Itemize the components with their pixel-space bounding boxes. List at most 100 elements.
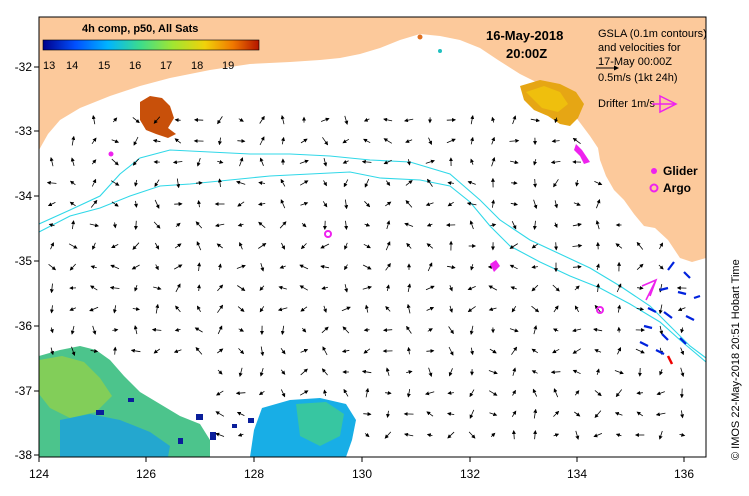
velocity-arrow <box>69 307 77 311</box>
velocity-arrow <box>404 432 414 437</box>
velocity-arrow <box>49 157 54 167</box>
velocity-arrow <box>383 328 393 333</box>
velocity-arrow <box>217 284 224 292</box>
velocity-arrow <box>260 262 265 272</box>
plot-frame <box>38 16 707 458</box>
velocity-arrow <box>299 180 309 186</box>
colorbar-tick: 15 <box>98 60 110 72</box>
velocity-arrow <box>428 367 433 377</box>
velocity-arrow <box>362 264 372 270</box>
velocity-arrow <box>112 305 117 314</box>
velocity-arrow <box>48 223 55 228</box>
velocity-arrow <box>237 285 246 291</box>
velocity-arrow <box>680 367 685 377</box>
velocity-arrow <box>176 178 181 189</box>
velocity-arrow <box>636 241 644 250</box>
velocity-arrow <box>489 412 498 417</box>
velocity-arrow <box>50 347 55 356</box>
velocity-arrow <box>196 157 201 167</box>
velocity-arrow <box>69 201 76 207</box>
velocity-arrow <box>237 139 246 144</box>
velocity-arrow <box>407 283 412 292</box>
sst-low-speckles <box>96 398 254 444</box>
velocity-arrow <box>364 178 370 188</box>
velocity-arrow <box>299 285 309 291</box>
velocity-arrow <box>323 180 327 187</box>
velocity-arrow <box>90 265 97 270</box>
velocity-arrow <box>490 432 496 437</box>
velocity-arrow <box>469 325 474 335</box>
velocity-arrow <box>217 263 222 270</box>
velocity-arrow <box>385 180 391 187</box>
timestamp-time: 20:00Z <box>506 46 547 61</box>
velocity-arrow <box>385 306 391 312</box>
velocity-arrow <box>511 430 516 440</box>
sst-swath-south-central-green <box>296 402 344 446</box>
scale-label: 0.5m/s (1kt 24h) <box>598 72 677 84</box>
velocity-arrow <box>553 179 559 188</box>
velocity-arrow <box>447 201 454 207</box>
velocity-arrow <box>112 222 117 229</box>
velocity-arrow <box>572 328 582 333</box>
velocity-arrow <box>236 180 246 185</box>
velocity-arrow <box>447 265 456 270</box>
velocity-arrow <box>427 262 433 272</box>
velocity-arrow <box>280 369 286 375</box>
velocity-arrow <box>635 348 645 354</box>
velocity-arrow <box>680 347 685 356</box>
velocity-arrow <box>594 181 603 186</box>
drifter-label: Drifter 1m/s <box>598 98 655 110</box>
velocity-arrow <box>344 242 348 250</box>
velocity-arrow <box>615 243 623 249</box>
velocity-arrow <box>153 116 161 124</box>
velocity-arrow <box>404 118 414 123</box>
sst-dot <box>438 49 442 53</box>
velocity-arrow <box>132 242 140 250</box>
velocity-arrow <box>323 305 327 313</box>
velocity-arrow <box>447 412 455 416</box>
velocity-arrow <box>344 284 349 293</box>
colorbar-title: 4h comp, p50, All Sats <box>82 23 198 35</box>
velocity-arrow <box>71 135 76 146</box>
velocity-arrow <box>344 199 349 210</box>
velocity-arrow <box>680 327 685 334</box>
velocity-arrow <box>237 306 245 312</box>
velocity-arrow <box>509 243 519 249</box>
velocity-arrow <box>322 201 328 208</box>
velocity-arrow <box>637 285 644 290</box>
velocity-arrow <box>323 389 328 396</box>
velocity-arrow <box>111 201 119 207</box>
velocity-arrow <box>511 221 517 230</box>
velocity-arrow <box>573 202 581 206</box>
velocity-arrow <box>407 346 411 355</box>
velocity-arrow <box>258 390 265 396</box>
velocity-arrow <box>491 199 496 208</box>
x-tick-label: 134 <box>567 467 587 481</box>
velocity-arrow <box>280 348 286 355</box>
velocity-arrow <box>448 346 454 356</box>
velocity-arrow <box>216 243 223 249</box>
velocity-arrow <box>510 160 519 165</box>
velocity-arrow <box>659 242 663 250</box>
velocity-arrow <box>217 178 222 187</box>
velocity-arrow <box>90 199 98 208</box>
velocity-arrow <box>197 262 202 272</box>
velocity-arrow <box>216 390 224 396</box>
velocity-arrow <box>344 115 349 125</box>
velocity-arrow <box>279 221 287 229</box>
velocity-arrow <box>361 159 372 164</box>
velocity-arrow <box>217 369 223 375</box>
velocity-arrow <box>470 158 474 165</box>
velocity-arrow <box>616 283 622 293</box>
velocity-arrow <box>386 220 391 230</box>
velocity-arrow <box>467 286 476 291</box>
velocity-arrow <box>321 326 329 334</box>
velocity-arrow <box>553 388 559 398</box>
velocity-arrow <box>133 136 139 146</box>
glider-legend-marker <box>651 168 657 174</box>
velocity-arrow <box>658 304 663 315</box>
velocity-arrow <box>91 159 97 165</box>
velocity-arrow <box>491 116 496 123</box>
glider-markers <box>108 144 590 272</box>
velocity-arrow <box>362 285 372 290</box>
